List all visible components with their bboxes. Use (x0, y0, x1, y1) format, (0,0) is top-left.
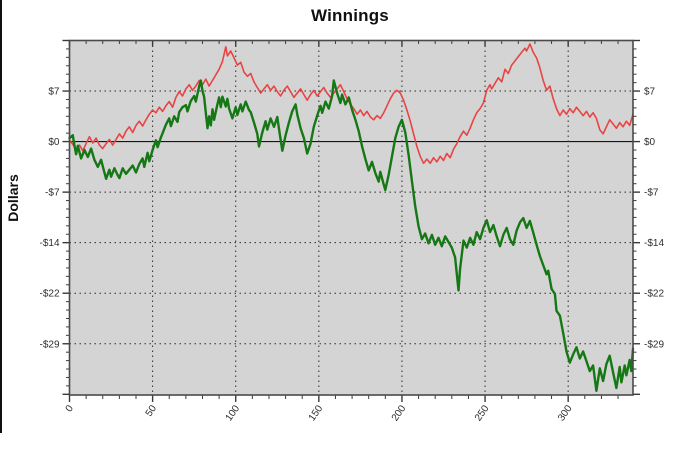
x-tick-label: 200 (390, 403, 409, 423)
x-tick-label: 300 (556, 403, 575, 423)
y-tick-label-left: -$29 (39, 339, 59, 350)
x-tick-label: 250 (473, 403, 492, 423)
y-tick-label-left: -$22 (39, 289, 59, 300)
chart-title: Winnings (311, 6, 389, 25)
y-tick-label-right: -$22 (644, 289, 664, 300)
y-tick-label-left: $7 (48, 87, 60, 98)
y-tick-label-left: $0 (48, 137, 60, 148)
y-tick-label-right: $7 (644, 87, 656, 98)
x-tick-label: 150 (307, 403, 326, 423)
y-tick-label-left: -$7 (45, 188, 60, 199)
x-tick-label: 100 (224, 403, 243, 423)
window-left-border (0, 0, 2, 433)
y-tick-label-left: -$14 (39, 238, 59, 249)
x-tick-label: 50 (144, 403, 160, 419)
x-tick-label: 0 (64, 403, 76, 414)
y-tick-label-right: -$14 (644, 238, 664, 249)
y-tick-label-right: -$7 (644, 188, 659, 199)
y-tick-label-right: -$29 (644, 339, 664, 350)
green-line (68, 79, 635, 392)
y-tick-label-right: $0 (644, 137, 656, 148)
